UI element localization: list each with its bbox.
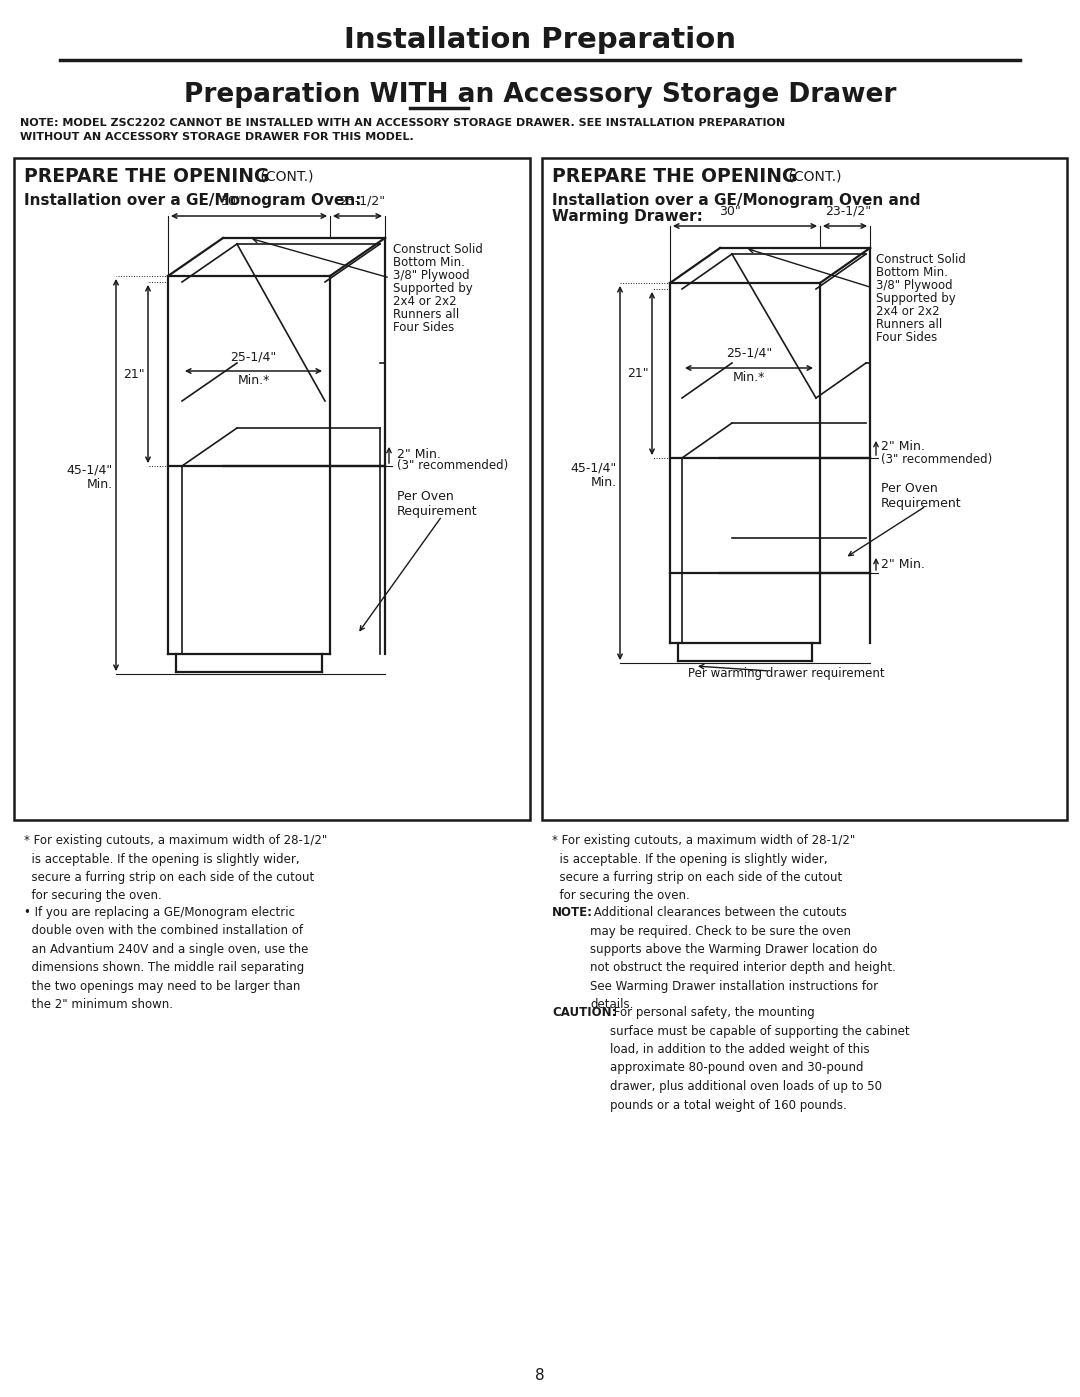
Text: 45-1/4": 45-1/4" — [570, 461, 617, 475]
Text: 23-1/2": 23-1/2" — [825, 205, 872, 218]
Text: 23-1/2": 23-1/2" — [339, 196, 386, 208]
Text: (3" recommended): (3" recommended) — [881, 453, 993, 465]
Text: 25-1/4": 25-1/4" — [726, 346, 772, 360]
Text: Bottom Min.: Bottom Min. — [393, 256, 464, 270]
Text: CAUTION:: CAUTION: — [552, 1006, 617, 1018]
Text: 30": 30" — [719, 205, 741, 218]
Text: Min.: Min. — [591, 475, 617, 489]
Text: Supported by: Supported by — [876, 292, 956, 305]
Bar — [14, 158, 530, 820]
Text: • If you are replacing a GE/Monogram electric
  double oven with the combined in: • If you are replacing a GE/Monogram ele… — [24, 907, 309, 1011]
Text: PREPARE THE OPENING: PREPARE THE OPENING — [552, 166, 797, 186]
Text: 2x4 or 2x2: 2x4 or 2x2 — [393, 295, 457, 307]
Text: (CONT.): (CONT.) — [256, 169, 313, 183]
Text: Four Sides: Four Sides — [393, 321, 455, 334]
Text: 21": 21" — [627, 367, 649, 380]
Text: 2" Min.: 2" Min. — [881, 559, 924, 571]
Text: Construct Solid: Construct Solid — [876, 253, 966, 265]
Text: Min.: Min. — [86, 478, 113, 490]
Text: For personal safety, the mounting
surface must be capable of supporting the cabi: For personal safety, the mounting surfac… — [610, 1006, 909, 1112]
Text: NOTE: MODEL ZSC2202 CANNOT BE INSTALLED WITH AN ACCESSORY STORAGE DRAWER. SEE IN: NOTE: MODEL ZSC2202 CANNOT BE INSTALLED … — [21, 117, 785, 142]
Text: Runners all: Runners all — [393, 307, 459, 321]
Text: Additional clearances between the cutouts
may be required. Check to be sure the : Additional clearances between the cutout… — [590, 907, 896, 1011]
Text: Per warming drawer requirement: Per warming drawer requirement — [688, 666, 885, 679]
Text: Bottom Min.: Bottom Min. — [876, 265, 948, 279]
Text: 25-1/4": 25-1/4" — [230, 351, 276, 363]
Text: Min.*: Min.* — [238, 374, 270, 387]
Text: (3" recommended): (3" recommended) — [397, 460, 509, 472]
Text: PREPARE THE OPENING: PREPARE THE OPENING — [24, 166, 269, 186]
Text: Requirement: Requirement — [881, 496, 961, 510]
Text: Warming Drawer:: Warming Drawer: — [552, 208, 703, 224]
Text: 2x4 or 2x2: 2x4 or 2x2 — [876, 305, 940, 319]
Text: 3/8" Plywood: 3/8" Plywood — [393, 270, 470, 282]
Text: 2" Min.: 2" Min. — [881, 440, 924, 453]
Text: (CONT.): (CONT.) — [784, 169, 841, 183]
Text: 8: 8 — [536, 1368, 544, 1383]
Text: 3/8" Plywood: 3/8" Plywood — [876, 279, 953, 292]
Text: Construct Solid: Construct Solid — [393, 243, 483, 256]
Text: Installation Preparation: Installation Preparation — [345, 27, 735, 54]
Text: * For existing cutouts, a maximum width of 28-1/2"
  is acceptable. If the openi: * For existing cutouts, a maximum width … — [24, 834, 327, 902]
Text: Per Oven: Per Oven — [397, 489, 454, 503]
Text: Installation over a GE/Monogram Oven and: Installation over a GE/Monogram Oven and — [552, 193, 920, 208]
Text: Supported by: Supported by — [393, 282, 473, 295]
Text: Four Sides: Four Sides — [876, 331, 937, 344]
Text: Installation over a GE/Monogram Oven:: Installation over a GE/Monogram Oven: — [24, 193, 362, 208]
Text: NOTE:: NOTE: — [552, 907, 593, 919]
Text: Min.*: Min.* — [733, 372, 766, 384]
Text: 45-1/4": 45-1/4" — [67, 464, 113, 476]
Text: * For existing cutouts, a maximum width of 28-1/2"
  is acceptable. If the openi: * For existing cutouts, a maximum width … — [552, 834, 855, 902]
Text: Requirement: Requirement — [397, 504, 477, 517]
Text: 30": 30" — [220, 196, 242, 208]
Text: 2" Min.: 2" Min. — [397, 447, 441, 461]
Text: Per Oven: Per Oven — [881, 482, 937, 495]
Bar — [542, 158, 1067, 820]
Text: 21": 21" — [123, 367, 145, 380]
Text: Runners all: Runners all — [876, 319, 942, 331]
Text: Preparation WITH an Accessory Storage Drawer: Preparation WITH an Accessory Storage Dr… — [184, 82, 896, 108]
